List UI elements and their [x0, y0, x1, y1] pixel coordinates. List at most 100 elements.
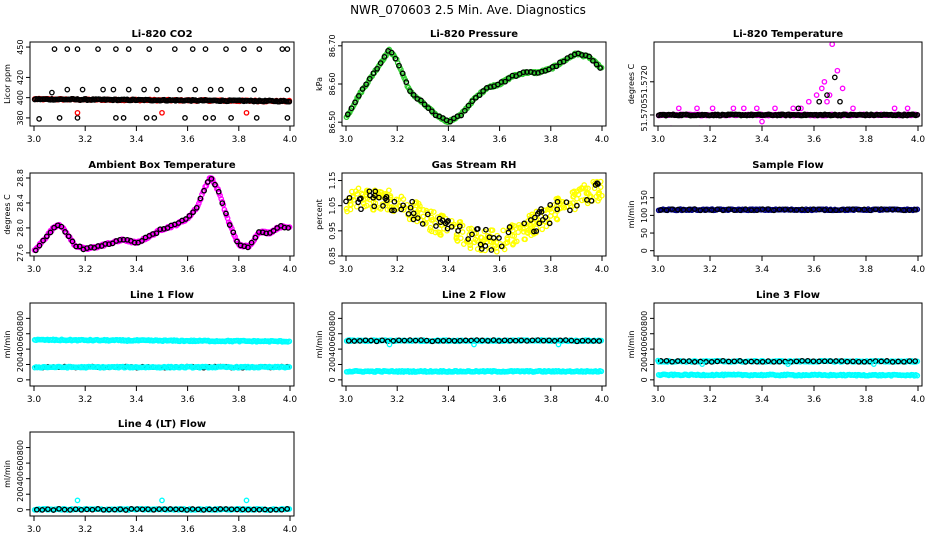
band-point — [551, 338, 558, 344]
curve-point — [153, 230, 160, 237]
y-tick-label: 28.0 — [16, 219, 25, 237]
band-point — [173, 506, 179, 513]
band-point — [867, 207, 873, 214]
rh-point — [513, 238, 520, 245]
rh-point — [531, 228, 537, 235]
rh-point — [536, 209, 543, 215]
data-point — [51, 46, 58, 52]
y-axis-label: ml/min — [627, 201, 636, 229]
band-point — [434, 337, 441, 344]
plot-area — [343, 337, 605, 375]
y-tick-label: 450 — [16, 39, 25, 54]
band-point — [765, 206, 772, 212]
band-point — [167, 506, 174, 512]
rh-point — [380, 203, 386, 209]
rh-point — [521, 220, 528, 227]
y-tick-label: 400 — [16, 471, 25, 486]
rh-point — [510, 241, 516, 248]
data-point — [159, 109, 165, 116]
x-tick-label: 3.2 — [390, 135, 404, 145]
x-tick-label: 3.8 — [232, 265, 247, 275]
panel-title: Li-820 CO2 — [131, 29, 192, 40]
data-point — [831, 74, 838, 81]
data-point — [813, 92, 820, 98]
band-point — [89, 506, 96, 513]
data-point — [143, 115, 150, 121]
rh-point — [555, 195, 561, 202]
band-point — [286, 98, 293, 105]
band-point — [178, 506, 185, 513]
band-point — [742, 359, 749, 365]
curve-point — [352, 99, 358, 106]
band-point — [850, 358, 856, 365]
band-point — [61, 506, 68, 513]
rh-point — [581, 196, 588, 203]
figure-title: NWR_070603 2.5 Min. Ave. Diagnostics — [350, 3, 586, 17]
data-point — [772, 105, 778, 112]
curve-point — [95, 243, 101, 249]
data-point — [829, 42, 836, 48]
panel-9: Line 4 (LT) Flow 3.0 3.2 3.4 3.6 3.8 4.0 0 20040… — [3, 419, 297, 535]
x-tick-label: 3.0 — [27, 395, 42, 405]
plot-area — [655, 357, 921, 379]
band-point — [234, 506, 240, 513]
band-point — [273, 506, 279, 513]
curve-point — [396, 62, 402, 69]
band-point — [799, 357, 805, 364]
curve-point — [87, 244, 94, 250]
plot-frame — [653, 302, 923, 387]
band-point — [889, 206, 896, 213]
x-tick-label: 3.4 — [755, 135, 770, 145]
curve-point — [102, 241, 109, 247]
data-point — [834, 67, 841, 74]
data-point — [120, 115, 127, 121]
band-point — [111, 506, 118, 513]
plot-area — [343, 178, 605, 255]
y-tick-label: 600 — [640, 326, 649, 341]
curve-point — [285, 225, 292, 231]
band-point — [423, 337, 430, 344]
band-point — [518, 337, 525, 344]
panel-6: Line 1 Flow 3.0 3.2 3.4 3.6 3.8 4.0 0 2004006008… — [3, 290, 297, 405]
data-point — [243, 497, 250, 504]
curve-point — [193, 204, 200, 211]
curve-point — [560, 58, 567, 65]
data-point — [284, 46, 291, 52]
curve-point — [234, 238, 240, 245]
rh-point — [532, 214, 538, 221]
rh-point — [391, 207, 398, 214]
x-tick-label: 3.8 — [544, 265, 559, 275]
rh-point — [524, 229, 530, 236]
y-tick-label: 200 — [640, 357, 649, 372]
curve-point — [425, 105, 432, 111]
data-point — [243, 109, 250, 116]
rh-point — [482, 243, 489, 249]
panel-title: Ambient Box Temperature — [88, 160, 235, 171]
y-tick-label: 0 — [16, 507, 25, 512]
rh-point — [493, 245, 500, 251]
y-tick-label: 150 — [640, 190, 649, 205]
band-point — [529, 337, 536, 344]
band-point — [596, 338, 603, 344]
band-point — [468, 337, 475, 344]
curve-point — [394, 59, 401, 66]
data-point — [113, 115, 119, 121]
y-tick-label: 28.4 — [16, 194, 25, 212]
data-point — [64, 86, 71, 93]
data-point — [159, 497, 165, 504]
curve-point — [410, 92, 417, 98]
data-point — [79, 86, 86, 93]
band-point — [867, 358, 873, 365]
plot-area — [31, 175, 293, 254]
plot-area — [31, 46, 293, 122]
curve-point — [219, 200, 226, 207]
plot-area — [655, 206, 921, 214]
data-point — [74, 497, 81, 504]
curve-point — [62, 229, 68, 235]
rh-point — [467, 245, 474, 252]
curve-point — [472, 94, 479, 101]
rh-point — [407, 204, 414, 211]
curve-point — [546, 66, 552, 73]
band-point — [228, 506, 235, 513]
rh-point — [398, 193, 405, 200]
